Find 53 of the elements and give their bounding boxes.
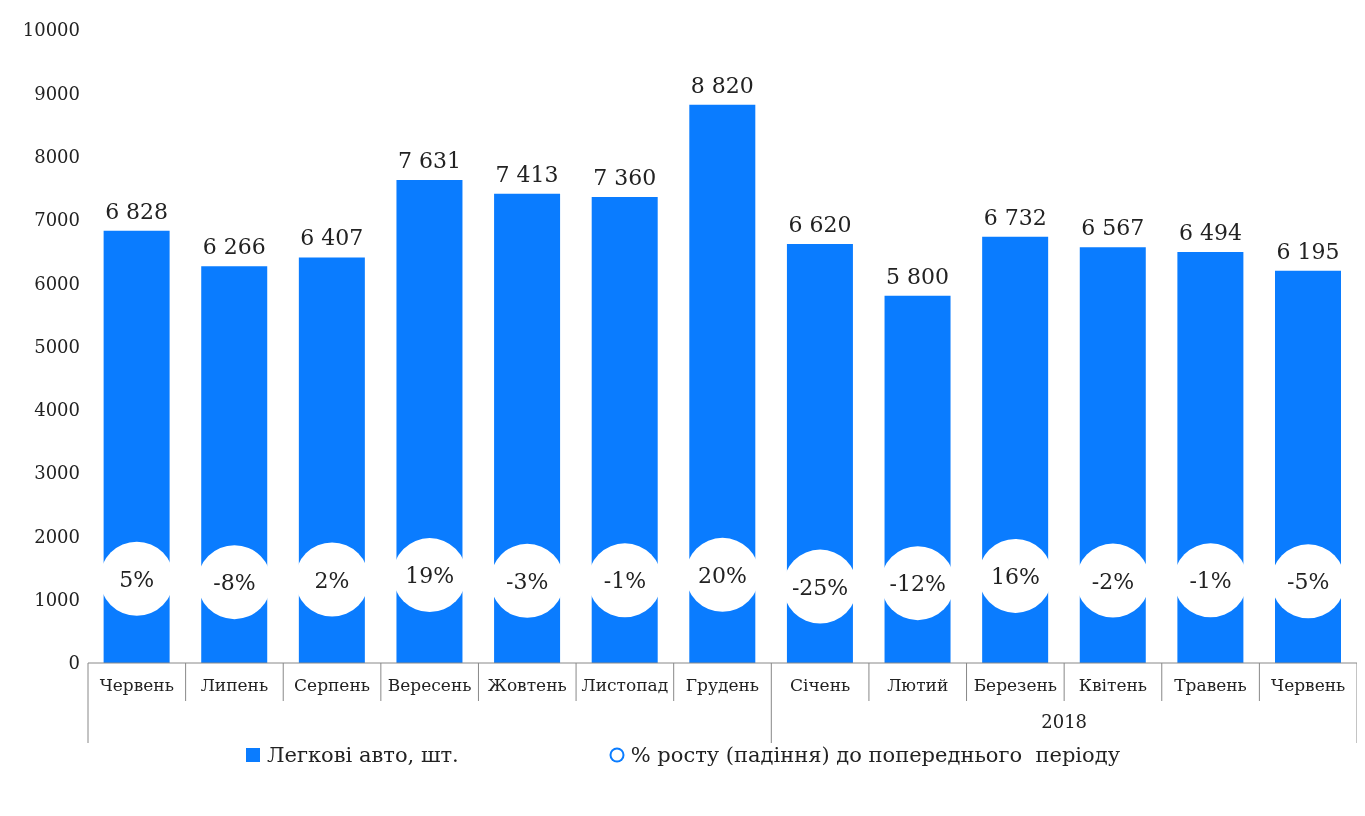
x-tick-label: Жовтень	[487, 675, 567, 695]
data-label: 5 800	[886, 263, 950, 289]
data-label: -5%	[1287, 569, 1330, 595]
y-tick-label: 0	[68, 652, 80, 674]
x-tick-label: Липень	[200, 675, 269, 695]
data-label: -1%	[1189, 568, 1232, 594]
x-tick-label: Березень	[973, 675, 1058, 695]
data-label: 5%	[119, 566, 155, 592]
y-tick-label: 5000	[34, 335, 80, 357]
data-label: 7 413	[495, 161, 559, 187]
x-tick-label: Серпень	[294, 675, 371, 695]
data-label: 20%	[698, 562, 747, 588]
data-label: 16%	[990, 563, 1040, 589]
x-tick-label: Квітень	[1078, 675, 1148, 695]
data-label: -3%	[506, 568, 549, 594]
legend-label: % росту (падіння) до попереднього періоду	[630, 743, 1120, 767]
data-label: 6 266	[202, 234, 266, 260]
data-label: 6 828	[105, 198, 169, 224]
y-tick-label: 6000	[34, 272, 80, 294]
legend-label: Легкові авто, шт.	[266, 743, 459, 767]
y-tick-label: 7000	[34, 209, 80, 231]
data-label: 2%	[314, 567, 350, 593]
data-label: 6 732	[983, 204, 1047, 230]
x-tick-label: Травень	[1174, 675, 1247, 695]
y-tick-label: 2000	[34, 525, 80, 547]
data-label: -12%	[889, 571, 946, 597]
data-label: 6 567	[1081, 215, 1145, 241]
data-label: -8%	[213, 570, 256, 596]
y-tick-label: 1000	[34, 589, 80, 611]
x-tick-label: Червень	[1271, 675, 1346, 695]
y-tick-label: 9000	[34, 82, 80, 104]
x-tick-label: Грудень	[685, 675, 760, 695]
y-tick-label: 3000	[34, 462, 80, 484]
text: 2018	[1040, 711, 1089, 732]
data-label: -25%	[791, 574, 849, 600]
data-label: -2%	[1091, 568, 1135, 594]
y-tick-label: 4000	[34, 399, 80, 421]
x-tick-label: Вересень	[387, 675, 472, 695]
data-label: 6 494	[1178, 219, 1242, 245]
data-label: 19%	[405, 563, 455, 589]
data-label: 7 631	[397, 147, 461, 173]
y-tick-label: 10000	[22, 19, 80, 41]
data-label: 6 407	[300, 225, 364, 251]
data-label: -1%	[603, 568, 647, 594]
data-label: 6 620	[788, 211, 852, 237]
x-tick-label: Червень	[99, 675, 174, 695]
x-tick-label: Листопад	[581, 675, 669, 695]
y-tick-label: 8000	[34, 145, 80, 167]
data-label: 7 360	[593, 165, 657, 191]
x-tick-label: Лютий	[887, 675, 949, 695]
data-label: 8 820	[690, 72, 754, 98]
x-tick-label: Січень	[789, 675, 851, 695]
data-label: 6 195	[1276, 238, 1340, 264]
